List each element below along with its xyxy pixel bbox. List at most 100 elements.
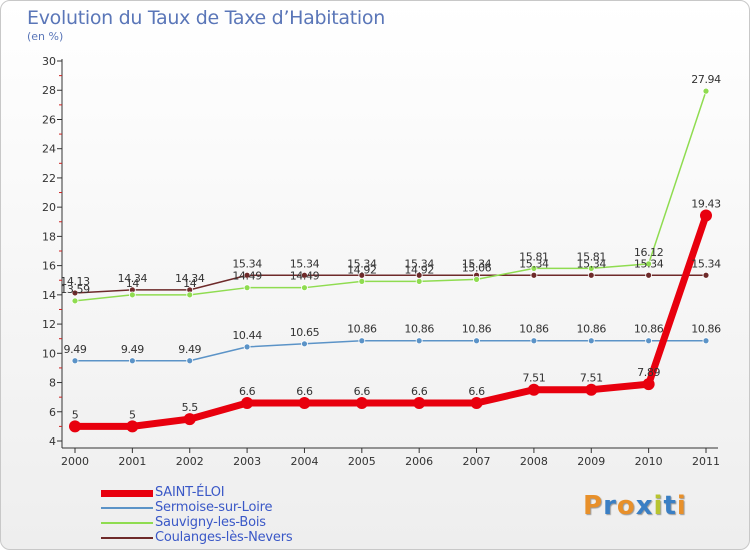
- data-point: [243, 343, 251, 351]
- legend-label: Sauvigny-les-Bois: [155, 515, 266, 530]
- data-label: 5.5: [182, 401, 199, 414]
- data-label: 7.51: [580, 372, 603, 385]
- legend-label: Coulanges-lès-Nevers: [155, 530, 293, 545]
- x-tick-label: 2003: [233, 455, 261, 468]
- y-tick-label: 16: [42, 260, 56, 273]
- data-label: 15.81: [577, 250, 607, 263]
- data-point: [71, 357, 79, 365]
- y-tick-label: 18: [42, 230, 56, 243]
- series-line-1: [74, 339, 707, 362]
- y-tick-label: 26: [42, 113, 56, 126]
- data-label: 14.92: [404, 263, 434, 276]
- data-label: 14.34: [175, 272, 205, 285]
- data-point: [702, 271, 710, 279]
- data-point: [702, 87, 710, 95]
- x-tick-label: 2004: [290, 455, 318, 468]
- data-label: 16.12: [634, 246, 664, 259]
- y-tick-label: 24: [42, 143, 56, 156]
- y-tick-label: 6: [49, 406, 56, 419]
- data-point: [358, 337, 366, 345]
- data-point: [71, 289, 79, 297]
- data-label: 5: [72, 408, 79, 421]
- x-tick-label: 2009: [577, 455, 605, 468]
- data-point: [642, 378, 655, 391]
- data-point: [645, 271, 653, 279]
- data-point: [301, 340, 308, 348]
- legend-swatch: [101, 537, 153, 539]
- data-point: [413, 397, 426, 409]
- data-label: 14.13: [60, 275, 90, 288]
- data-point: [126, 420, 139, 433]
- data-label: 15.34: [691, 257, 721, 270]
- data-point: [415, 277, 423, 285]
- series-line-3: [74, 274, 707, 294]
- y-tick-label: 8: [49, 377, 56, 390]
- y-tick-label: 14: [42, 289, 56, 302]
- data-point: [71, 297, 79, 305]
- data-point: [243, 271, 251, 279]
- data-label: 15.81: [519, 250, 549, 263]
- data-point: [355, 397, 368, 409]
- series-line-2: [74, 90, 707, 302]
- data-label: 10.86: [634, 323, 664, 336]
- data-point: [186, 291, 194, 299]
- y-tick-label: 12: [42, 318, 56, 331]
- x-tick-label: 2001: [118, 455, 146, 468]
- data-label: 6.6: [354, 385, 371, 398]
- data-label: 13.59: [60, 283, 90, 296]
- data-label: 10.86: [691, 323, 721, 336]
- data-point: [587, 337, 595, 345]
- data-label: 10.65: [290, 326, 320, 339]
- data-label: 7.51: [522, 372, 545, 385]
- chart-unit-label: (en %): [27, 30, 64, 43]
- y-tick-label: 4: [49, 435, 56, 448]
- legend-swatch: [101, 489, 153, 497]
- data-point: [585, 383, 598, 396]
- data-label: 10.86: [577, 323, 607, 336]
- x-tick-label: 2007: [463, 455, 491, 468]
- data-point: [128, 291, 136, 299]
- data-label: 6.6: [239, 385, 256, 398]
- data-label: 14.34: [118, 272, 148, 285]
- data-label: 9.49: [178, 343, 201, 356]
- data-label: 15.34: [634, 257, 664, 270]
- series-line-0: [71, 211, 710, 430]
- data-label: 10.44: [232, 329, 262, 342]
- data-label: 6.6: [411, 385, 428, 398]
- data-point: [243, 284, 251, 292]
- x-tick-label: 2006: [405, 455, 433, 468]
- data-label: 10.86: [519, 323, 549, 336]
- data-point: [645, 337, 653, 345]
- data-point: [186, 357, 194, 365]
- data-point: [470, 397, 483, 409]
- data-point: [298, 397, 311, 409]
- data-point: [530, 264, 538, 272]
- data-label: 9.49: [121, 343, 144, 356]
- y-tick-label: 30: [42, 55, 56, 68]
- data-point: [587, 264, 595, 272]
- data-point: [473, 275, 480, 283]
- data-label: 15.34: [519, 257, 549, 270]
- proxiti-logo: Proxiti: [583, 491, 687, 521]
- data-label: 19.43: [691, 197, 721, 210]
- data-point: [241, 397, 254, 409]
- data-label: 15.34: [577, 257, 607, 270]
- data-point: [128, 357, 136, 365]
- legend-label: Sermoise-sur-Loire: [155, 500, 273, 515]
- data-point: [527, 383, 540, 396]
- data-label: 14.49: [232, 270, 262, 283]
- y-tick-label: 22: [42, 172, 56, 185]
- y-tick-label: 10: [42, 347, 56, 360]
- chart-title: Evolution du Taux de Taxe d’Habitation: [27, 7, 385, 29]
- x-tick-label: 2000: [61, 455, 89, 468]
- data-label: 15.34: [232, 257, 262, 270]
- data-label: 6.6: [468, 385, 485, 398]
- data-label: 5: [129, 408, 136, 421]
- data-point: [530, 271, 538, 279]
- data-point: [69, 420, 81, 433]
- x-tick-label: 2002: [176, 455, 204, 468]
- data-point: [587, 271, 595, 279]
- data-label: 7.89: [637, 366, 660, 379]
- data-label: 14.92: [347, 263, 377, 276]
